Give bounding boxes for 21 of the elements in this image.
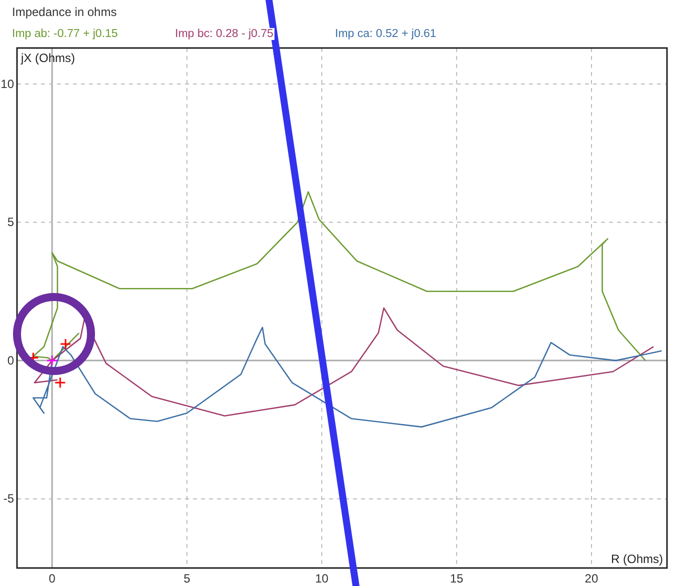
x-tick-label: 0 — [48, 572, 56, 586]
line-series — [32, 326, 662, 428]
point — [54, 376, 66, 388]
point — [60, 338, 72, 350]
x-tick-label: 15 — [450, 572, 464, 586]
y-tick-label: -5 — [3, 492, 14, 506]
y-tick-label: 5 — [7, 215, 14, 230]
line-series — [34, 307, 654, 417]
chart-title: Impedance in ohms — [12, 5, 117, 19]
line-series — [32, 191, 646, 362]
point — [46, 354, 58, 366]
x-tick-label: 5 — [184, 572, 191, 586]
y-tick-label: 0 — [7, 353, 14, 368]
y-axis-title: jX (Ohms) — [20, 51, 76, 65]
text: Imp bc: 0.28 - j0.75 — [175, 28, 274, 40]
y-tick-label: 10 — [0, 76, 14, 91]
x-tick-label: 10 — [315, 572, 329, 586]
text: Imp ab: -0.77 + j0.15 — [12, 28, 118, 40]
text: Imp ca: 0.52 + j0.61 — [335, 28, 436, 40]
x-tick-label: 20 — [584, 572, 598, 586]
x-axis-title: R (Ohms) — [611, 552, 663, 566]
